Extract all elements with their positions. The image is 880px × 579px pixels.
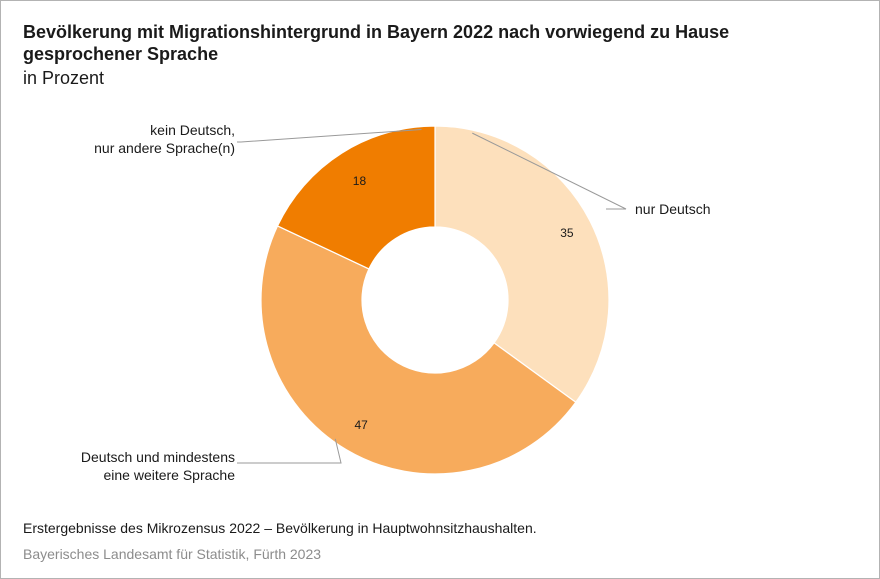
- donut-slices: [260, 125, 610, 475]
- slice-value-label: 35: [560, 226, 574, 240]
- footnote: Erstergebnisse des Mikrozensus 2022 – Be…: [23, 520, 537, 536]
- leader-lines: [237, 129, 627, 464]
- category-labels: nur Deutsch Deutsch und mindestens eine we…: [81, 122, 711, 483]
- source-note: Bayerisches Landesamt für Statistik, Für…: [23, 546, 322, 562]
- category-label: nur Deutsch: [635, 201, 710, 217]
- category-label: Deutsch und mindestens: [81, 449, 235, 465]
- chart-subtitle: in Prozent: [23, 68, 105, 88]
- donut-slice: [260, 225, 577, 475]
- donut-slice: [434, 125, 610, 404]
- leader-line: [237, 438, 342, 464]
- chart-title: Bevölkerung mit Migrationshintergrund in…: [23, 22, 730, 64]
- slice-value-label: 47: [355, 418, 369, 432]
- value-labels: 35 47 18: [353, 174, 574, 432]
- leader-line: [237, 129, 422, 143]
- leader-line: [472, 132, 627, 210]
- category-label: nur andere Sprache(n): [94, 140, 235, 156]
- category-label: eine weitere Sprache: [103, 467, 235, 483]
- donut-slice: [276, 125, 436, 270]
- category-label: kein Deutsch,: [150, 122, 235, 138]
- slice-value-label: 18: [353, 174, 367, 188]
